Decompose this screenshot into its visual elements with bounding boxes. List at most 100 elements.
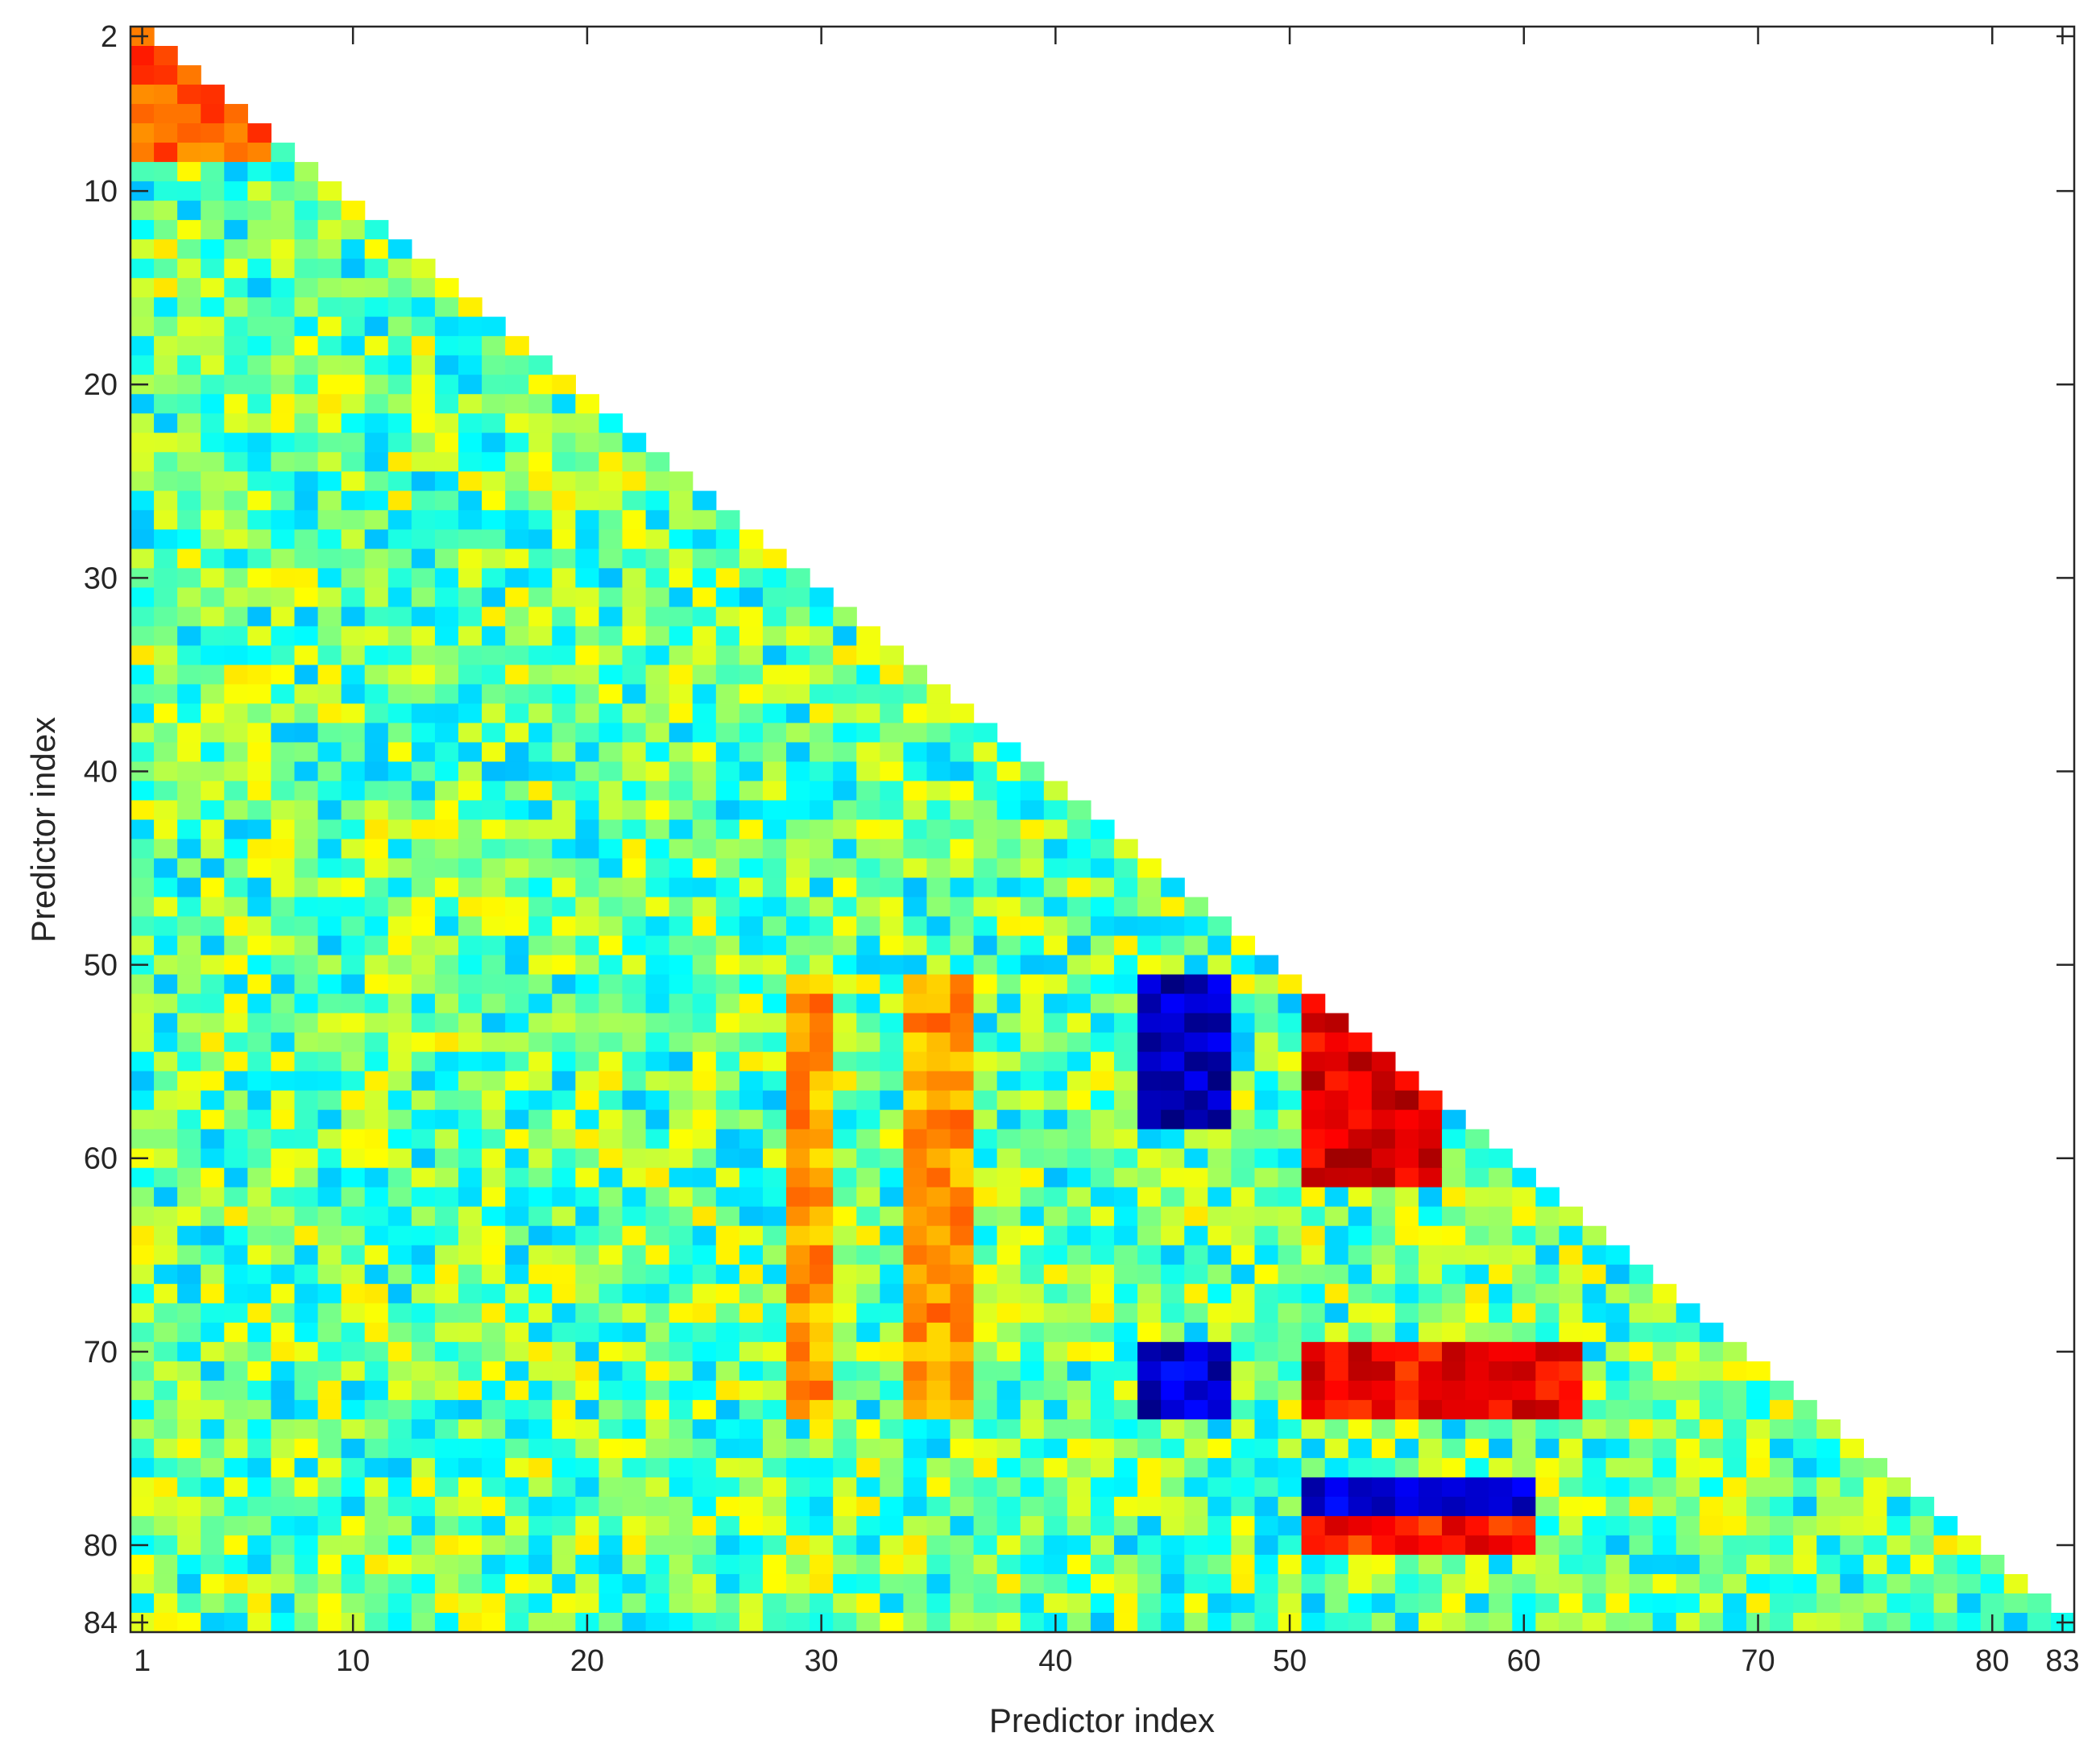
heatmap-cell <box>224 1283 248 1304</box>
heatmap-cell <box>130 819 155 840</box>
heatmap-cell <box>1442 1361 1466 1382</box>
heatmap-cell <box>1324 1341 1349 1362</box>
heatmap-cell <box>317 839 342 860</box>
heatmap-cell <box>715 1032 740 1053</box>
heatmap-cell <box>622 1051 647 1072</box>
heatmap-cell <box>1348 1148 1373 1169</box>
heatmap-cell <box>341 1071 366 1092</box>
heatmap-cell <box>1067 955 1091 976</box>
heatmap-cell <box>575 607 600 627</box>
heatmap-cell <box>317 1496 342 1517</box>
heatmap-cell <box>434 1109 459 1130</box>
heatmap-cell <box>364 317 389 337</box>
heatmap-cell <box>973 1496 998 1517</box>
heatmap-cell <box>411 684 436 705</box>
heatmap-cell <box>528 1515 553 1536</box>
heatmap-cell <box>505 1535 529 1556</box>
heatmap-cell <box>317 1071 342 1092</box>
heatmap-cell <box>1254 1071 1279 1092</box>
heatmap-cell <box>1231 1013 1256 1034</box>
heatmap-cell <box>505 1419 529 1440</box>
heatmap-cell <box>1278 1090 1303 1111</box>
heatmap-cell <box>1371 1496 1396 1517</box>
heatmap-cell <box>1535 1535 1560 1556</box>
heatmap-cell <box>364 278 389 298</box>
heatmap-cell <box>364 1071 389 1092</box>
heatmap-cell <box>154 587 178 607</box>
heatmap-cell <box>552 510 576 530</box>
heatmap-cell <box>434 1380 459 1401</box>
heatmap-cell <box>1020 1612 1045 1633</box>
heatmap-cell <box>294 259 319 279</box>
heatmap-cell <box>224 626 248 646</box>
heatmap-cell <box>482 433 506 453</box>
heatmap-cell <box>364 1148 389 1169</box>
heatmap-cell <box>1442 1399 1466 1420</box>
heatmap-cell <box>645 742 670 763</box>
heatmap-cell <box>833 819 857 840</box>
heatmap-cell <box>130 916 155 937</box>
heatmap-cell <box>434 1283 459 1304</box>
heatmap-cell <box>856 858 880 879</box>
axes-box <box>129 25 2076 1634</box>
heatmap-cell <box>1231 1612 1256 1633</box>
heatmap-cell <box>482 703 506 724</box>
heatmap-cell <box>1114 858 1138 879</box>
heatmap-cell <box>692 1515 717 1536</box>
heatmap-cell <box>482 1438 506 1459</box>
heatmap-cell <box>130 607 155 627</box>
heatmap-cell <box>154 491 178 511</box>
heatmap-cell <box>482 607 506 627</box>
heatmap-cell <box>810 800 834 821</box>
heatmap-cell <box>692 839 717 860</box>
heatmap-cell <box>317 607 342 627</box>
heatmap-cell <box>856 1612 880 1633</box>
heatmap-cell <box>1067 1245 1091 1266</box>
heatmap-cell <box>599 1109 623 1130</box>
heatmap-cell <box>201 1515 225 1536</box>
heatmap-cell <box>1231 1071 1256 1092</box>
heatmap-cell <box>786 626 810 646</box>
heatmap-cell <box>1887 1496 1912 1517</box>
heatmap-cell <box>1394 1206 1419 1227</box>
heatmap-cell <box>201 703 225 724</box>
heatmap-cell <box>1793 1554 1817 1575</box>
heatmap-cell <box>177 278 201 298</box>
heatmap-cell <box>224 1167 248 1188</box>
heatmap-cell <box>271 510 296 530</box>
heatmap-cell <box>880 800 904 821</box>
heatmap-cell <box>1254 1341 1279 1362</box>
heatmap-cell <box>482 665 506 686</box>
heatmap-cell <box>880 703 904 724</box>
heatmap-cell <box>528 800 553 821</box>
heatmap-cell <box>786 993 810 1014</box>
heatmap-cell <box>973 1090 998 1111</box>
heatmap-cell <box>1489 1477 1513 1498</box>
heatmap-cell <box>552 800 576 821</box>
heatmap-cell <box>880 761 904 782</box>
heatmap-cell <box>1278 1245 1303 1266</box>
heatmap-cell <box>1020 1419 1045 1440</box>
heatmap-cell <box>833 935 857 956</box>
heatmap-cell <box>645 1361 670 1382</box>
heatmap-cell <box>1465 1419 1489 1440</box>
heatmap-cell <box>341 1554 366 1575</box>
heatmap-cell <box>271 1612 296 1633</box>
heatmap-cell <box>833 1535 857 1556</box>
heatmap-cell <box>458 1071 483 1092</box>
heatmap-cell <box>201 742 225 763</box>
heatmap-cell <box>247 1225 272 1246</box>
heatmap-cell <box>1559 1496 1584 1517</box>
heatmap-cell <box>1675 1477 1700 1498</box>
heatmap-cell <box>1722 1593 1747 1614</box>
heatmap-cell <box>973 897 998 918</box>
heatmap-cell <box>130 239 155 259</box>
heatmap-cell <box>341 452 366 472</box>
heatmap-cell <box>1442 1477 1466 1498</box>
heatmap-cell <box>341 703 366 724</box>
heatmap-cell <box>669 665 694 686</box>
heatmap-cell <box>715 684 740 705</box>
heatmap-cell <box>973 1148 998 1169</box>
heatmap-cell <box>996 1593 1021 1614</box>
heatmap-cell <box>458 1303 483 1324</box>
